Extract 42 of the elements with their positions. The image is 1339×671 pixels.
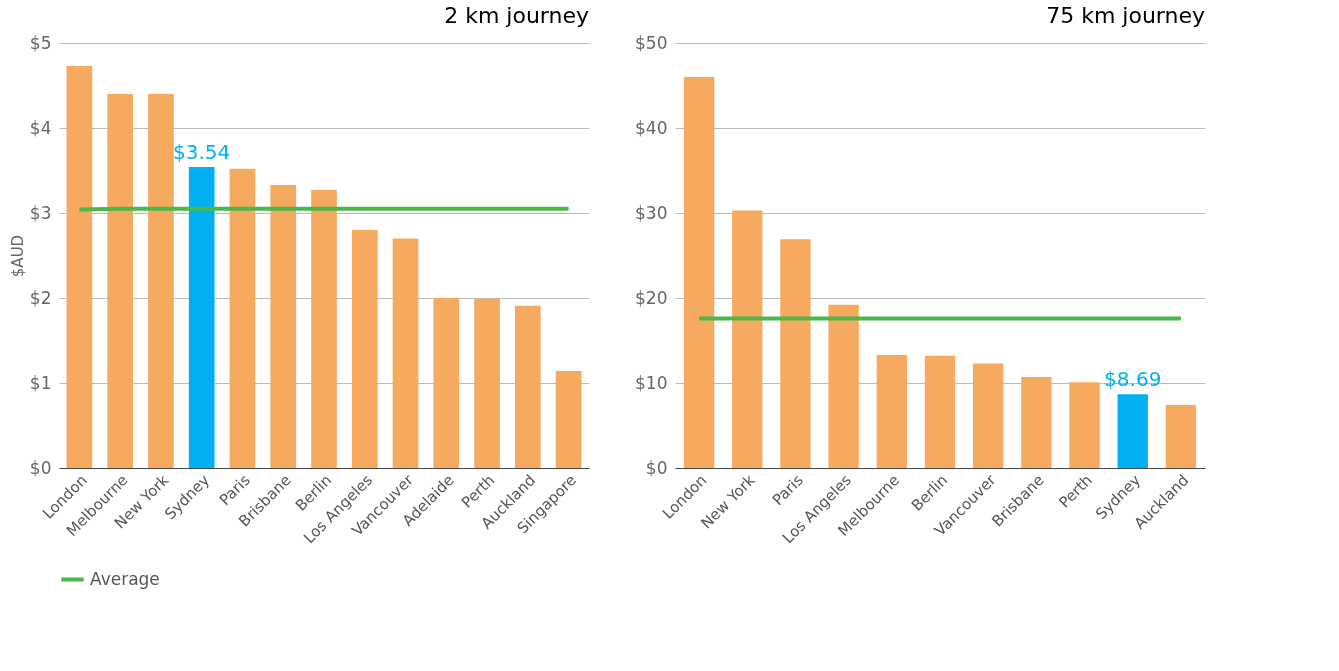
bar bbox=[66, 65, 93, 468]
data-label: $8.69 bbox=[1104, 367, 1162, 392]
legend-label: Average bbox=[90, 568, 160, 589]
chart-title: 2 km journey bbox=[444, 3, 589, 28]
bar bbox=[107, 94, 133, 468]
bar bbox=[780, 239, 811, 468]
y-tick-label: $0 bbox=[645, 457, 668, 478]
y-tick-label: $1 bbox=[29, 372, 52, 393]
chart-title: 75 km journey bbox=[1046, 3, 1205, 28]
y-tick-label: $30 bbox=[635, 202, 668, 223]
y-tick-label: $3 bbox=[29, 202, 52, 223]
bar bbox=[924, 355, 956, 468]
bar bbox=[433, 298, 460, 468]
bar bbox=[683, 77, 715, 468]
y-tick-label: $4 bbox=[29, 117, 52, 138]
bar bbox=[1021, 377, 1052, 468]
bar bbox=[311, 190, 337, 468]
bar bbox=[351, 230, 378, 468]
bar bbox=[1069, 382, 1100, 468]
bar bbox=[555, 371, 582, 468]
bar bbox=[1165, 405, 1197, 468]
bar bbox=[148, 94, 174, 468]
y-tick-label: $20 bbox=[635, 287, 668, 308]
y-axis-title: $AUD bbox=[8, 234, 27, 278]
y-tick-label: $0 bbox=[29, 457, 52, 478]
y-tick-label: $40 bbox=[635, 117, 668, 138]
bar bbox=[1117, 394, 1148, 468]
bar bbox=[392, 238, 419, 468]
bar bbox=[229, 168, 256, 468]
y-tick-label: $10 bbox=[635, 372, 668, 393]
y-tick-label: $2 bbox=[29, 287, 52, 308]
bar bbox=[474, 298, 500, 468]
bar bbox=[828, 304, 859, 468]
bar bbox=[732, 210, 763, 468]
bar bbox=[876, 354, 907, 468]
bar bbox=[188, 167, 215, 468]
data-label: $3.54 bbox=[173, 140, 231, 165]
bar bbox=[515, 305, 541, 468]
y-tick-label: $5 bbox=[29, 32, 52, 53]
bar bbox=[973, 363, 1004, 468]
bar bbox=[270, 184, 297, 468]
y-tick-label: $50 bbox=[635, 32, 668, 53]
